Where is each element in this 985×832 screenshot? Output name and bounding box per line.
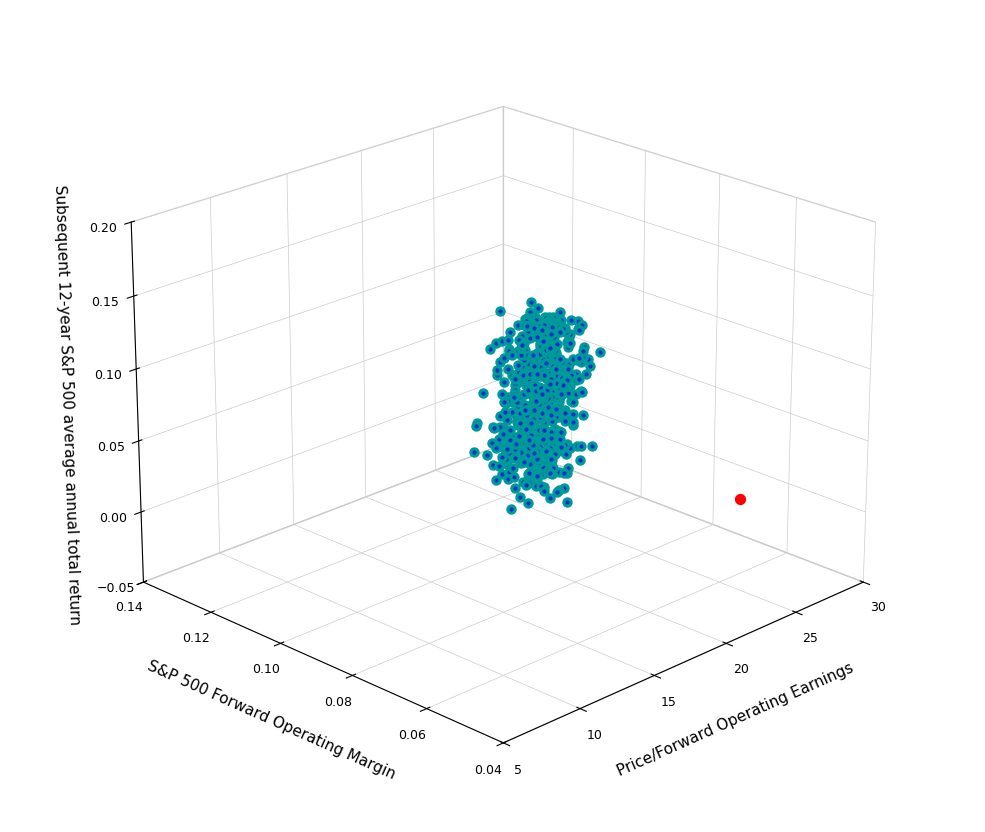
Y-axis label: S&P 500 Forward Operating Margin: S&P 500 Forward Operating Margin — [145, 658, 398, 782]
X-axis label: Price/Forward Operating Earnings: Price/Forward Operating Earnings — [615, 661, 856, 780]
